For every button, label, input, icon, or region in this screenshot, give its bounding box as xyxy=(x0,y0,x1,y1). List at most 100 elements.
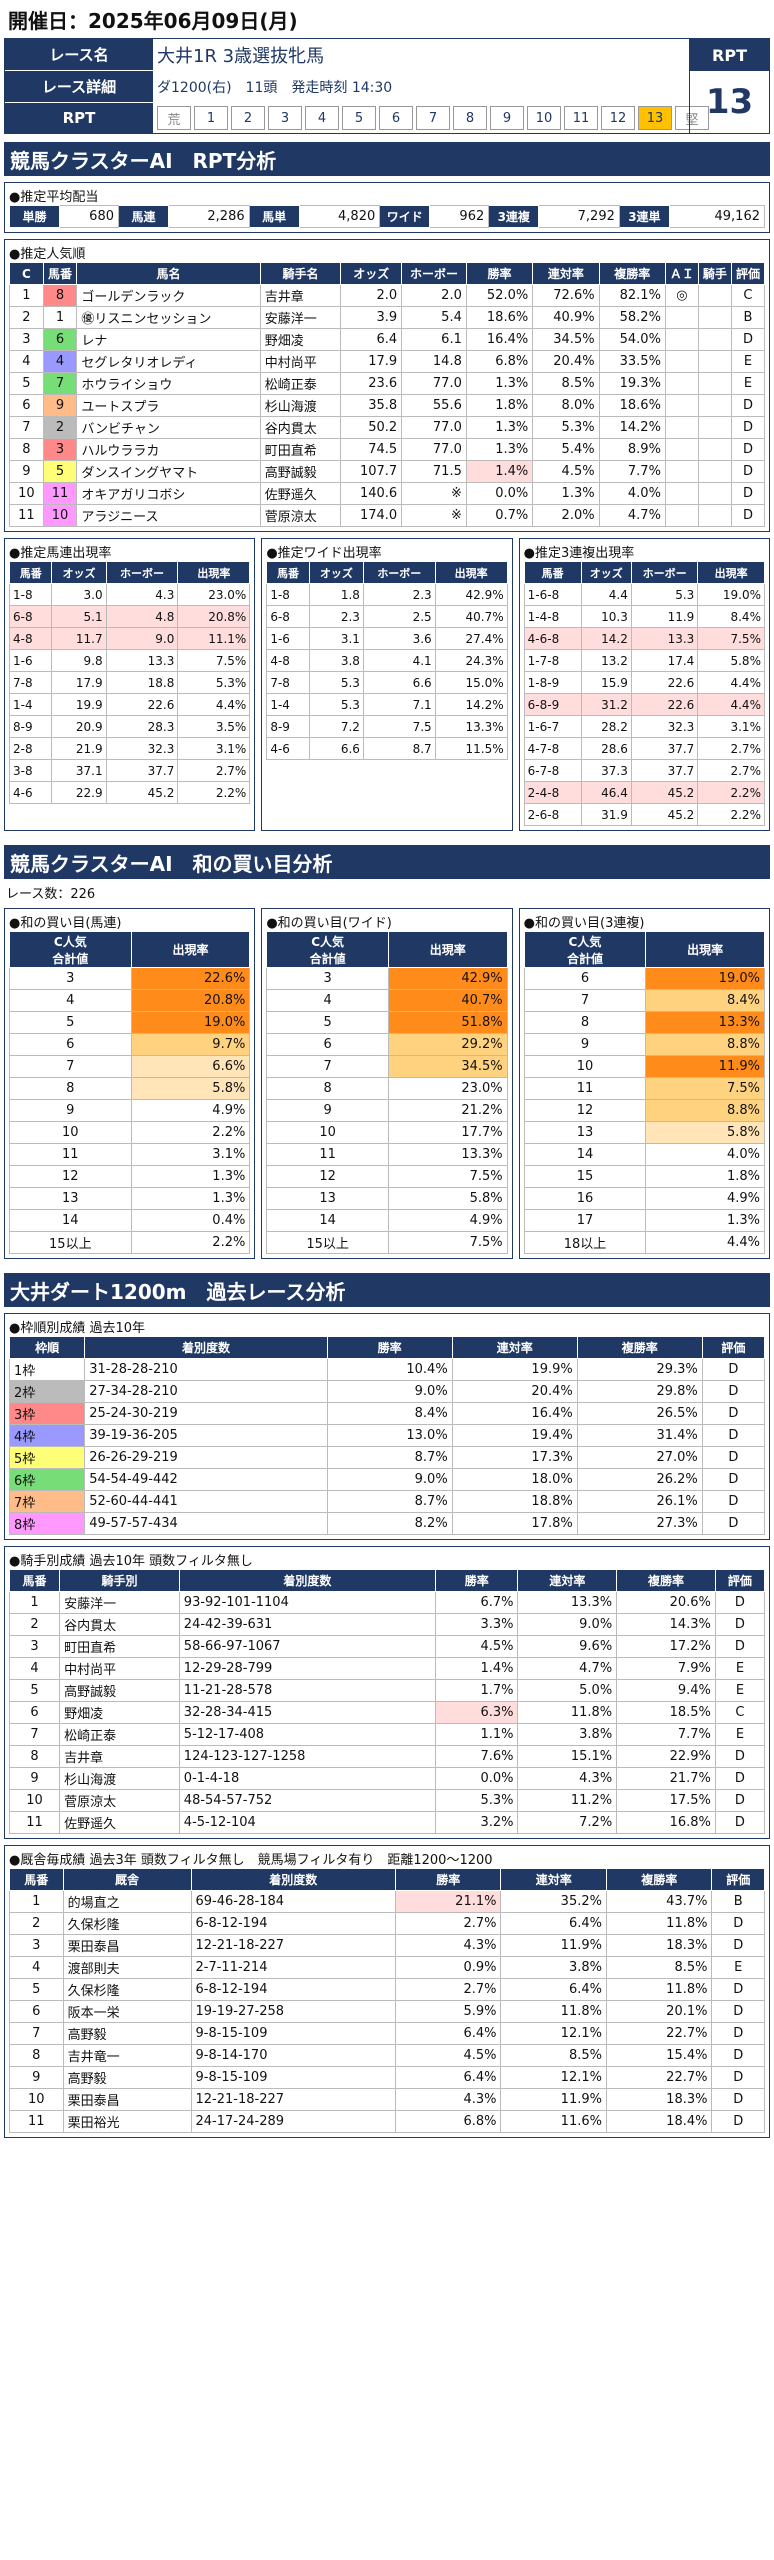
sum-key: 7 xyxy=(523,989,647,1012)
sanren-table: 馬番 オッズ ホーボー 出現率 1-6-8 4.4 5.3 19.0% 1-4-8 10.3 11.… xyxy=(523,561,765,826)
table-row: 11 栗田裕光 24-17-24-289 6.8% 11.6% 18.4% D xyxy=(9,2110,765,2133)
table-cell: 25-24-30-219 xyxy=(84,1402,328,1425)
payout-label: 3連複 xyxy=(488,205,540,228)
table-cell: 18.8% xyxy=(451,1490,578,1513)
table-cell: D xyxy=(701,1446,766,1469)
table-cell: 8.4% xyxy=(326,1402,453,1425)
table-cell: 2.7% xyxy=(177,759,251,782)
table-cell: 34.5% xyxy=(532,328,600,351)
table-row: 11 13.3% xyxy=(266,1143,508,1166)
sum-wide-table: C人気 合計値 出現率 3 42.9% 4 40.7% 5 51.8% 6 29.2% 7 34.5%… xyxy=(266,931,508,1254)
sum-value: 4.9% xyxy=(645,1187,765,1210)
table-cell: 6-8-9 xyxy=(523,693,582,716)
table-cell: D xyxy=(714,1613,766,1636)
table-cell xyxy=(697,372,732,395)
table-cell: 10.3 xyxy=(580,605,632,628)
table-cell: 11.9% xyxy=(500,2088,607,2111)
rpt-scale-cell: 9 xyxy=(490,106,524,130)
umaren-panel: ●推定馬連出現率 馬番 オッズ ホーボー 出現率 1-8 3.0 4.3 23.0% 6-8 5.… xyxy=(4,538,256,831)
jockey-title: ●騎手別成績 過去10年 頭数フィルタ無し xyxy=(9,1553,253,1569)
table-cell: セグレタリオレディ xyxy=(76,350,261,373)
table-cell: 22.9 xyxy=(51,781,107,804)
section-rpt-analysis: 競馬クラスターAI RPT分析 xyxy=(4,142,770,176)
table-cell: 54.0% xyxy=(598,328,666,351)
table-cell: 52.0% xyxy=(465,284,534,307)
table-cell: 7.5% xyxy=(697,627,765,650)
table-cell: 2.0 xyxy=(401,284,467,307)
table-cell: 5.9% xyxy=(394,2000,502,2023)
sum-key: 12 xyxy=(9,1165,132,1188)
table-header: 勝率 xyxy=(435,1569,519,1592)
table-header: ホーボー xyxy=(105,561,179,584)
sum-key: 5 xyxy=(9,1011,132,1034)
table-cell: D xyxy=(701,1380,766,1403)
sum-key: 3 xyxy=(9,967,132,990)
table-cell: 6 xyxy=(8,1701,61,1724)
table-cell: 46.4 xyxy=(580,781,632,804)
table-row: 3 栗田泰昌 12-21-18-227 4.3% 11.9% 18.3% D xyxy=(9,1934,765,1957)
table-cell: 10 xyxy=(9,2088,64,2111)
table-cell: D xyxy=(730,328,766,351)
table-cell: 22.6 xyxy=(630,671,699,694)
sum-key: 10 xyxy=(9,1121,132,1144)
table-cell: 4.8 xyxy=(105,605,179,628)
table-row: 2 1 ㊝リスニンセッション 安藤洋一 3.9 5.4 18.6% 40.9% 58.2% B xyxy=(9,306,766,329)
table-cell: 5-12-17-408 xyxy=(178,1723,437,1746)
table-row: 3 6 レナ 野畑凌 6.4 6.1 16.4% 34.5% 54.0% D xyxy=(9,328,766,351)
table-cell: 16.8% xyxy=(616,1811,716,1834)
table-cell: 6 xyxy=(42,328,78,351)
table-cell: 吉井竜一 xyxy=(62,2044,192,2067)
table-header: 騎手別 xyxy=(59,1569,180,1592)
sum-header-2: 出現率 xyxy=(130,931,251,968)
table-cell: 32.3 xyxy=(105,737,179,760)
table-cell: 7 xyxy=(9,2022,64,2045)
table-cell: 10 xyxy=(9,482,44,505)
table-cell: 6枠 xyxy=(8,1468,86,1491)
table-cell: 3.5% xyxy=(177,715,251,738)
sum-key: 14 xyxy=(266,1209,389,1232)
table-cell: 10.4% xyxy=(326,1358,453,1381)
table-cell: 栗田裕光 xyxy=(62,2110,192,2133)
table-cell: 9.6% xyxy=(517,1635,618,1658)
table-cell: 8.5% xyxy=(532,372,600,395)
table-cell: 2.7% xyxy=(697,737,765,760)
table-cell: 31-28-28-210 xyxy=(84,1358,328,1381)
table-cell: 11.1% xyxy=(177,627,251,650)
table-cell: 佐野遥久 xyxy=(259,482,342,505)
table-row: 6-7-8 37.3 37.7 2.7% xyxy=(523,759,765,782)
table-cell: 18.3% xyxy=(605,1934,713,1957)
table-cell: 49-57-57-434 xyxy=(84,1512,328,1535)
table-row: 8-9 7.2 7.5 13.3% xyxy=(266,715,508,738)
table-cell: 3.9 xyxy=(340,306,403,329)
sum-key: 4 xyxy=(9,989,132,1012)
table-cell: 77.0 xyxy=(401,416,467,439)
table-cell: 1.3% xyxy=(465,372,534,395)
table-row: 6 9.7% xyxy=(9,1033,251,1056)
table-cell: 0.9% xyxy=(394,1956,502,1979)
table-cell: 26.2% xyxy=(576,1468,703,1491)
table-cell: 11 xyxy=(9,2110,64,2133)
table-header: 連対率 xyxy=(532,262,600,285)
sum-key: 11 xyxy=(523,1077,647,1100)
table-cell: 野畑凌 xyxy=(59,1701,180,1724)
table-cell: 19.9 xyxy=(51,693,107,716)
table-row: 15以上 2.2% xyxy=(9,1231,251,1254)
table-cell: 1 xyxy=(9,1890,64,1913)
table-cell: 杉山海渡 xyxy=(59,1767,180,1790)
table-cell: 2.7% xyxy=(697,759,765,782)
table-cell: 阪本一栄 xyxy=(62,2000,192,2023)
table-row: 8 吉井竜一 9-8-14-170 4.5% 8.5% 15.4% D xyxy=(9,2044,765,2067)
table-cell: D xyxy=(730,394,766,417)
sum-value: 8.4% xyxy=(645,989,765,1012)
table-cell: D xyxy=(711,1934,765,1957)
table-cell: 124-123-127-1258 xyxy=(178,1745,437,1768)
sum-key: 12 xyxy=(523,1099,647,1122)
sum-sanren-panel: ●和の買い目(3連複) C人気 合計値 出現率 6 19.0% 7 8.4% 8 13.3% 9… xyxy=(518,908,770,1259)
table-cell: 9-8-14-170 xyxy=(190,2044,396,2067)
payout-value: 7,292 xyxy=(538,205,620,228)
sum-key: 9 xyxy=(9,1099,132,1122)
table-cell: 1-6 xyxy=(8,649,53,672)
table-cell xyxy=(664,504,699,527)
table-header: 出現率 xyxy=(177,561,251,584)
table-cell: 32-28-34-415 xyxy=(178,1701,437,1724)
